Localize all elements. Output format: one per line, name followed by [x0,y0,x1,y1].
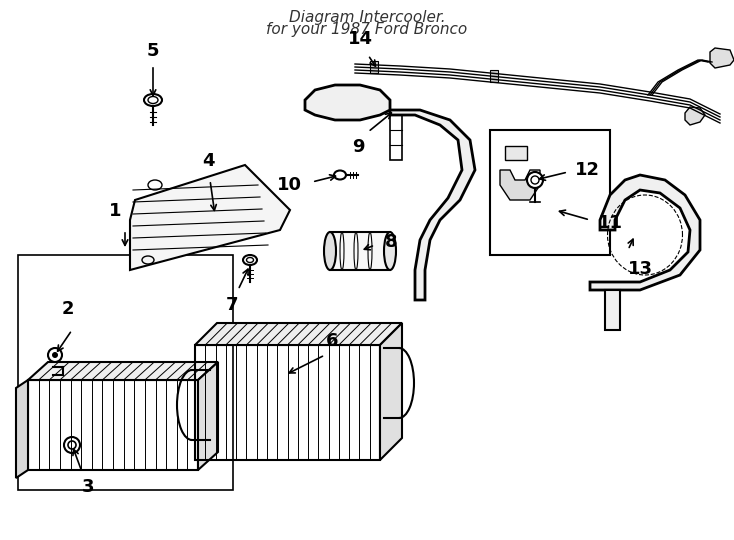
Polygon shape [500,170,540,200]
Polygon shape [710,48,734,68]
Bar [505,146,527,160]
Text: 10: 10 [277,176,302,194]
Text: 13: 13 [628,260,653,278]
Text: 1: 1 [109,202,121,220]
Polygon shape [380,323,402,460]
Bar [330,232,390,270]
Text: 9: 9 [352,138,364,156]
Bar [370,61,378,73]
Bar [18,255,233,490]
Text: 3: 3 [81,478,94,496]
Polygon shape [28,362,218,380]
Polygon shape [198,362,218,470]
Polygon shape [195,323,402,345]
Text: for your 1987 Ford Bronco: for your 1987 Ford Bronco [266,22,468,37]
Text: 2: 2 [62,300,74,318]
Text: 4: 4 [202,152,214,170]
Polygon shape [590,175,700,290]
Text: 14: 14 [347,30,372,48]
Ellipse shape [324,232,336,270]
Polygon shape [605,290,620,330]
Circle shape [527,172,543,188]
Text: 8: 8 [385,233,398,251]
Ellipse shape [243,255,257,265]
Text: Diagram Intercooler.: Diagram Intercooler. [288,10,446,25]
Text: 11: 11 [598,214,623,232]
Bar [490,130,610,255]
Bar [490,70,498,82]
Text: 7: 7 [226,296,239,314]
Circle shape [52,352,58,358]
Text: 5: 5 [147,42,159,60]
Polygon shape [16,380,28,478]
Ellipse shape [144,94,162,106]
Polygon shape [130,165,290,270]
Text: 12: 12 [575,161,600,179]
Polygon shape [685,107,705,125]
Ellipse shape [334,171,346,179]
Text: 6: 6 [326,332,338,350]
Circle shape [48,348,62,362]
Circle shape [64,437,80,453]
Ellipse shape [384,232,396,270]
Polygon shape [390,110,475,300]
Bar [390,115,402,160]
Polygon shape [305,85,390,120]
